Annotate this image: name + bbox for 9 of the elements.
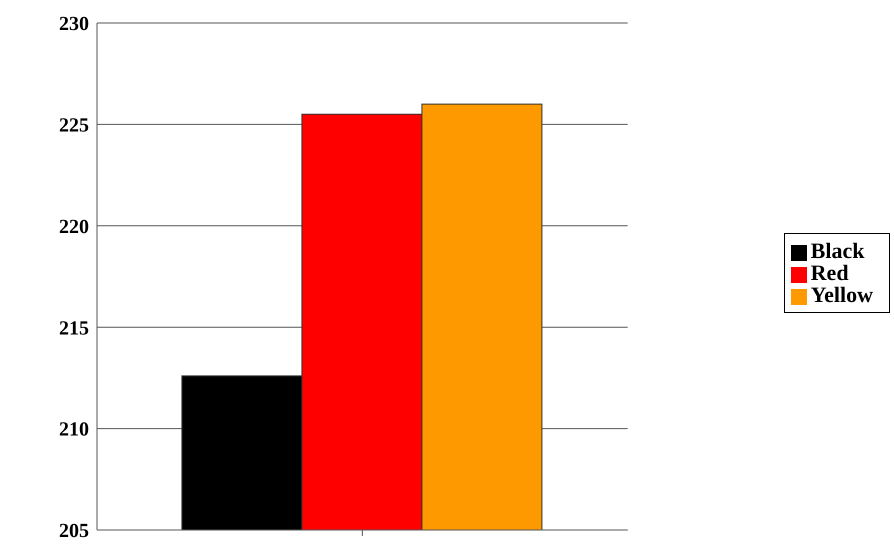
y-tick-label: 220 bbox=[59, 216, 89, 238]
legend-label: Red bbox=[810, 260, 849, 285]
legend-label: Black bbox=[810, 238, 864, 263]
y-tick-label: 225 bbox=[59, 114, 89, 136]
y-tick-label: 205 bbox=[59, 520, 89, 542]
legend-label: Yellow bbox=[810, 282, 873, 307]
y-tick-label: 210 bbox=[59, 418, 89, 441]
y-tick-label: 230 bbox=[59, 13, 89, 36]
y-tick-label: 215 bbox=[59, 317, 89, 340]
